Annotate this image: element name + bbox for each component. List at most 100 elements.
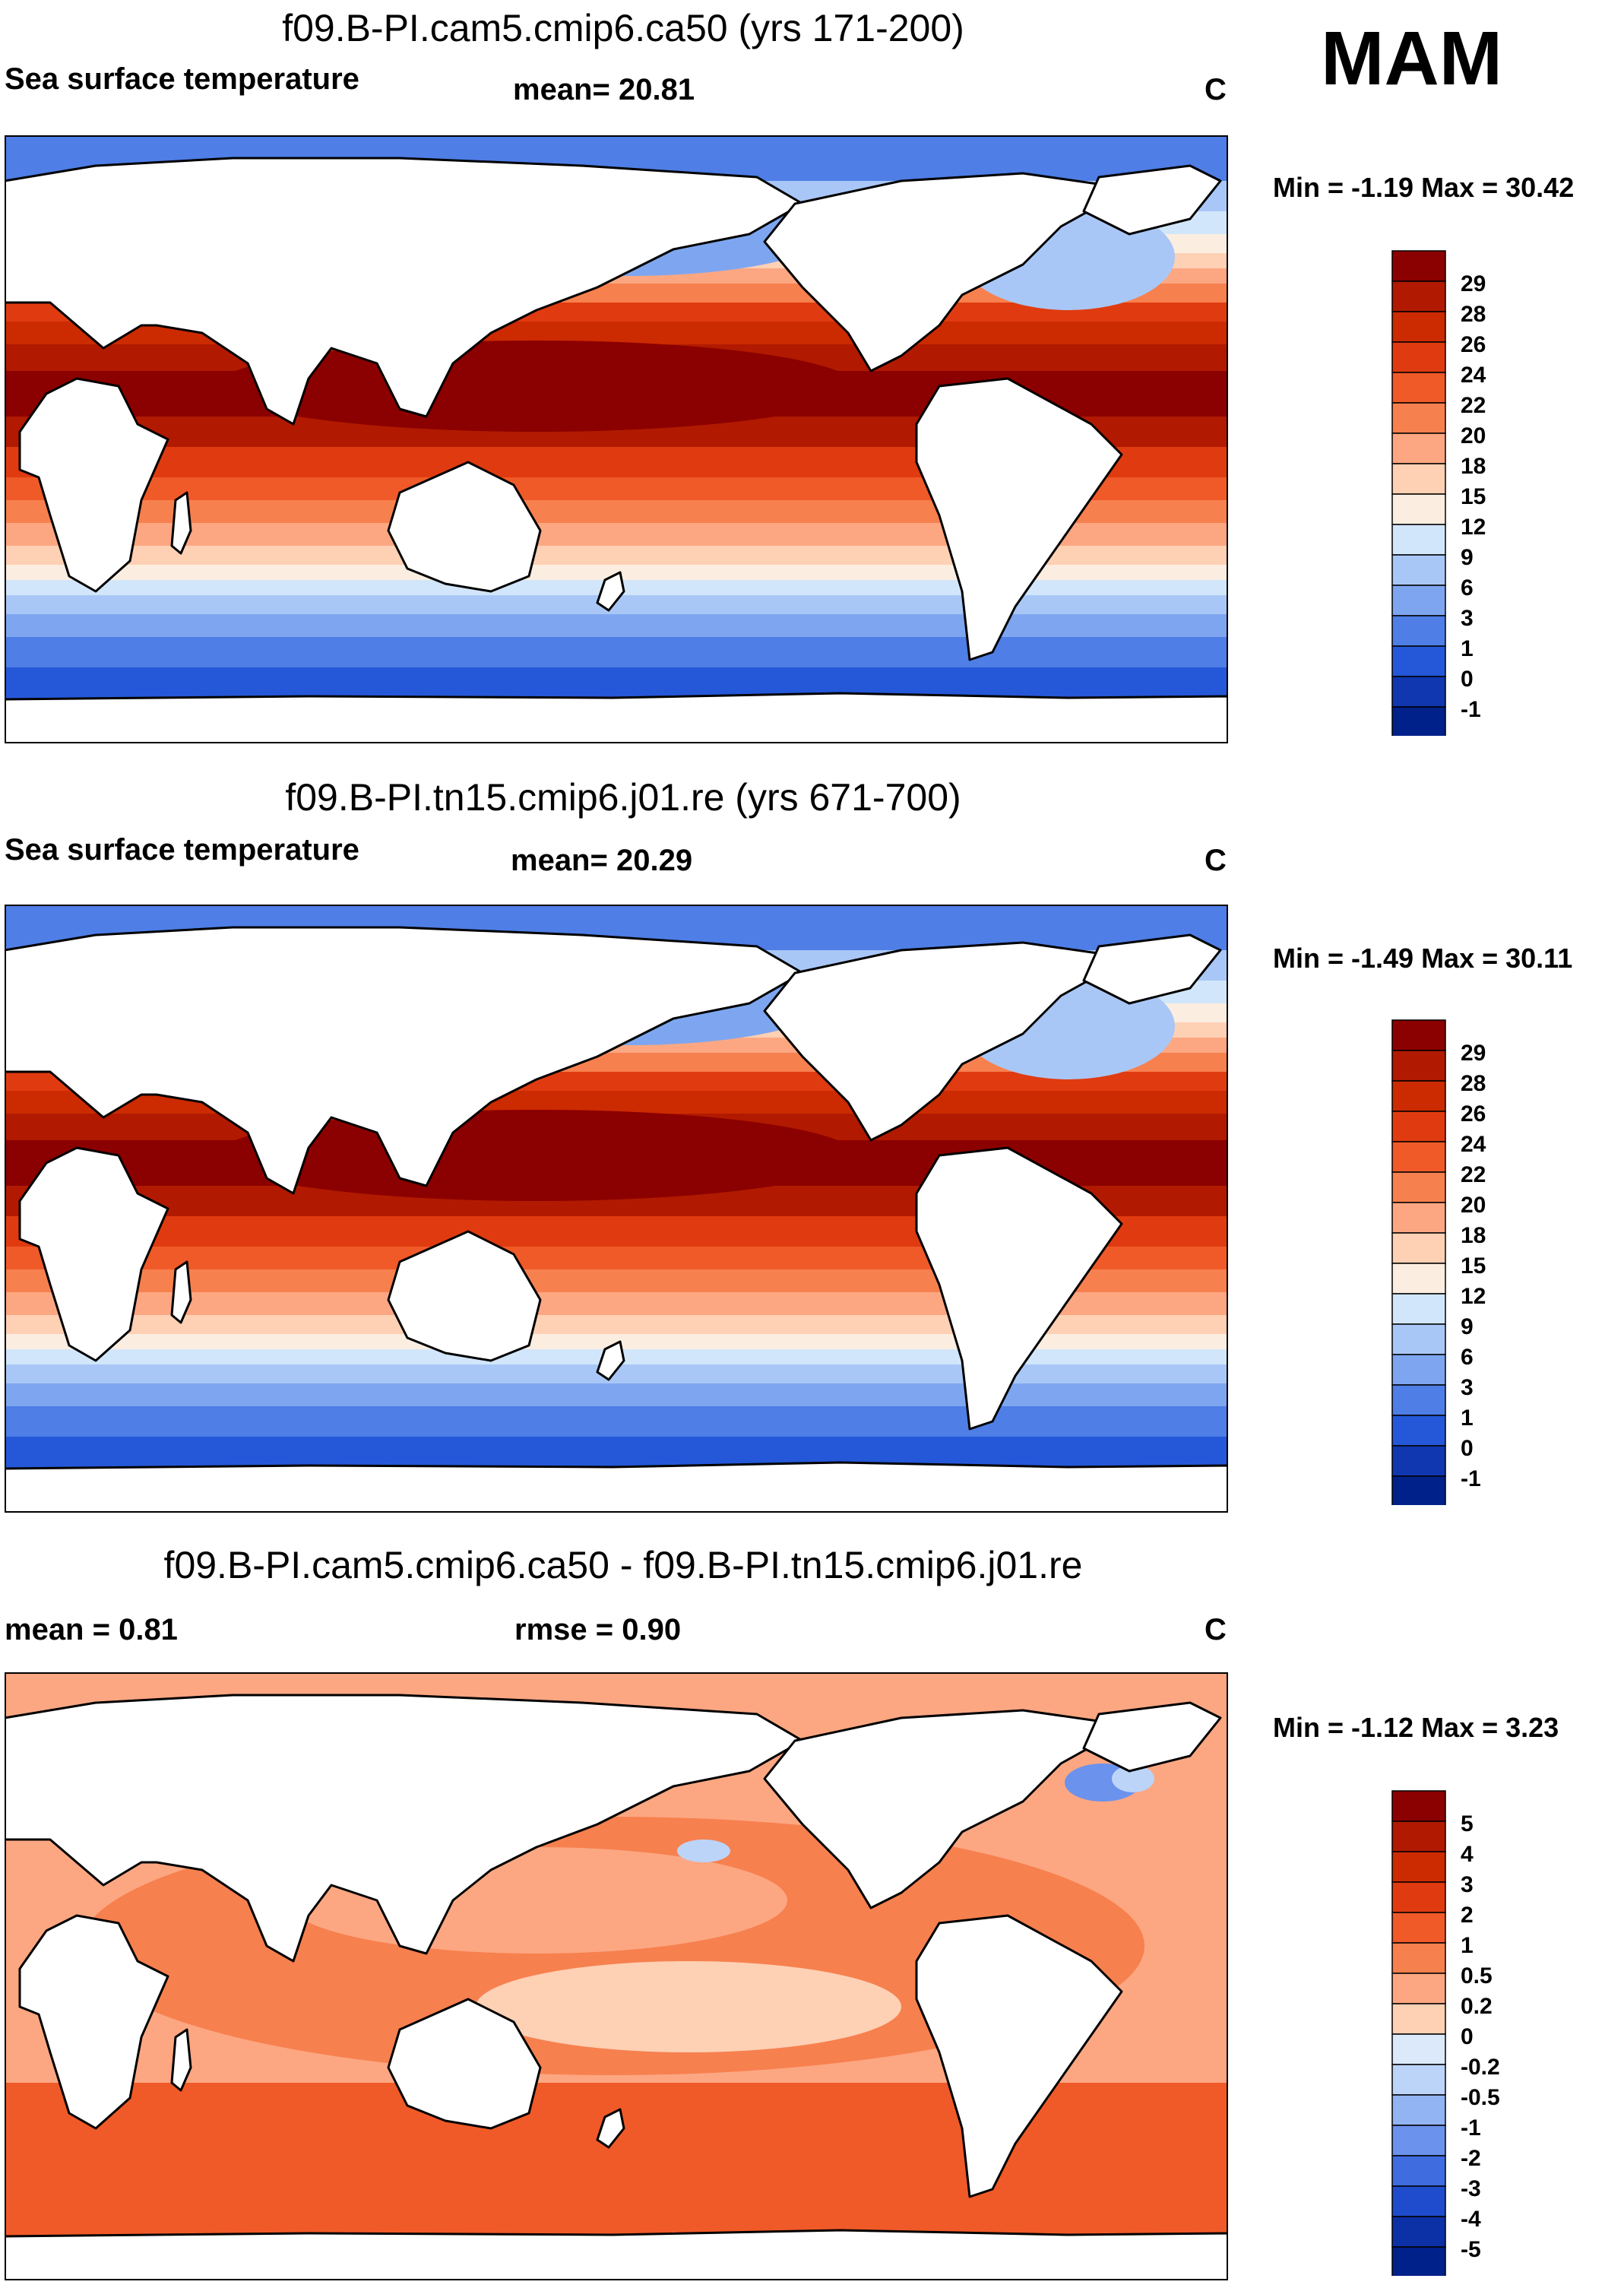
land-mass — [596, 1340, 625, 1381]
mean-label: mean= 20.81 — [513, 73, 695, 106]
colorbar-box — [1391, 1973, 1446, 2004]
contour-region — [476, 1961, 901, 2052]
contour-band — [5, 637, 1228, 668]
land-mass — [5, 2229, 1228, 2280]
land-mass — [170, 1260, 192, 1324]
land-mass — [915, 1914, 1123, 2198]
colorbar-box — [1391, 493, 1446, 525]
mean-label: mean = 0.81 — [5, 1613, 178, 1646]
colorbar-tick-label: 18 — [1461, 1223, 1486, 1248]
min-max-label: Min = -1.12 Max = 3.23 — [1273, 1712, 1559, 1743]
colorbar-tick-label: -0.5 — [1461, 2085, 1500, 2110]
colorbar-box — [1391, 2125, 1446, 2156]
colorbar-tick-label: 2 — [1461, 1903, 1474, 1928]
colorbar-tick-label: 28 — [1461, 302, 1486, 327]
colorbar-box — [1391, 1912, 1446, 1944]
colorbar-tick-label: 1 — [1461, 1405, 1474, 1431]
contour-region — [677, 1840, 730, 1862]
colorbar-tick-label: 0.5 — [1461, 1963, 1493, 1989]
map-frame — [5, 135, 1228, 743]
colorbar-tick-label: 15 — [1461, 484, 1486, 509]
colorbar-box — [1391, 1232, 1446, 1264]
land-mass — [18, 1914, 169, 2130]
colorbar-box — [1391, 1821, 1446, 1852]
colorbar: 5 4 3 2 1 0.5 0.2 0 -0.2 -0.5 -1 -2 -3 -4 -5 — [1391, 1790, 1500, 2276]
colorbar-box — [1391, 1475, 1446, 1505]
colorbar-box — [1391, 1790, 1446, 1822]
colorbar-tick-label: -1 — [1461, 2115, 1481, 2141]
colorbar-tick-label: 18 — [1461, 454, 1486, 479]
min-max-label: Min = -1.49 Max = 30.11 — [1273, 943, 1573, 974]
colorbar-box — [1391, 1171, 1446, 1203]
land-mass — [915, 1146, 1123, 1431]
colorbar-box — [1391, 1323, 1446, 1355]
diff-map — [5, 1672, 1228, 2280]
colorbar-box — [1391, 250, 1446, 282]
colorbar-box — [1391, 2033, 1446, 2065]
land-mass — [915, 377, 1123, 661]
colorbar-box — [1391, 2094, 1446, 2126]
colorbar-tick-label: 12 — [1461, 515, 1486, 540]
colorbar-tick-label: 28 — [1461, 1071, 1486, 1096]
land-mass — [763, 172, 1131, 372]
colorbar-tick-label: -4 — [1461, 2207, 1481, 2232]
panel-title: f09.B-PI.tn15.cmip6.j01.re (yrs 671-700) — [285, 776, 961, 819]
colorbar-box — [1391, 1445, 1446, 1477]
colorbar-tick-label: 24 — [1461, 363, 1486, 388]
contour-band — [5, 1383, 1228, 1407]
colorbar-tick-label: -1 — [1461, 1466, 1481, 1491]
variable-label: Sea surface temperature — [5, 62, 359, 96]
land-mass — [596, 2108, 625, 2149]
colorbar-tick-label: 5 — [1461, 1811, 1474, 1836]
land-mass — [387, 461, 542, 593]
colorbar-box — [1391, 1111, 1446, 1142]
colorbar-box — [1391, 1851, 1446, 1883]
colorbar-tick-label: 0 — [1461, 2024, 1474, 2049]
colorbar-box — [1391, 1881, 1446, 1913]
colorbar-box — [1391, 1942, 1446, 1974]
colorbar-box — [1391, 2216, 1446, 2248]
colorbar-tick-label: 0 — [1461, 1436, 1474, 1461]
colorbar-box — [1391, 2155, 1446, 2187]
colorbar-box — [1391, 1050, 1446, 1082]
land-mass — [5, 157, 804, 426]
colorbar-box — [1391, 1141, 1446, 1173]
colorbar-box — [1391, 1019, 1446, 1051]
colorbar-box — [1391, 280, 1446, 312]
land-mass — [170, 491, 192, 555]
land-mass — [5, 926, 804, 1195]
colorbar-box — [1391, 2003, 1446, 2035]
colorbar-tick-label: -5 — [1461, 2237, 1481, 2262]
colorbar-tick-label: 12 — [1461, 1284, 1486, 1309]
colorbar-box — [1391, 706, 1446, 736]
colorbar-tick-label: 29 — [1461, 1041, 1486, 1066]
land-mass — [5, 1461, 1228, 1513]
land-mass — [170, 2028, 192, 2092]
colorbar-box — [1391, 676, 1446, 708]
land-mass — [5, 1694, 804, 1963]
colorbar-box — [1391, 341, 1446, 373]
units-label: C — [1205, 73, 1227, 106]
colorbar-box — [1391, 1415, 1446, 1447]
colorbar-tick-label: 4 — [1461, 1842, 1474, 1867]
contour-band — [5, 1406, 1228, 1437]
colorbar-tick-label: 20 — [1461, 1193, 1486, 1218]
colorbar-tick-label: 22 — [1461, 1162, 1486, 1187]
colorbar-tick-label: -1 — [1461, 697, 1481, 722]
colorbar-tick-label: -0.2 — [1461, 2055, 1500, 2080]
colorbar-tick-label: 22 — [1461, 393, 1486, 418]
colorbar-box — [1391, 524, 1446, 556]
colorbar-box — [1391, 372, 1446, 404]
colorbar-tick-label: -2 — [1461, 2146, 1481, 2171]
land-mass — [387, 1998, 542, 2130]
colorbar-box — [1391, 554, 1446, 586]
colorbar-tick-label: 6 — [1461, 1345, 1474, 1370]
colorbar-tick-label: 1 — [1461, 636, 1474, 661]
colorbar-box — [1391, 433, 1446, 464]
land-mass — [18, 1146, 169, 1362]
map-frame — [5, 905, 1228, 1513]
colorbar: 29 28 26 24 22 20 18 15 12 9 6 3 1 0 -1 — [1391, 250, 1486, 736]
colorbar-tick-label: 26 — [1461, 332, 1486, 357]
season-label: MAM — [1321, 16, 1502, 101]
colorbar-tick-label: 26 — [1461, 1101, 1486, 1127]
